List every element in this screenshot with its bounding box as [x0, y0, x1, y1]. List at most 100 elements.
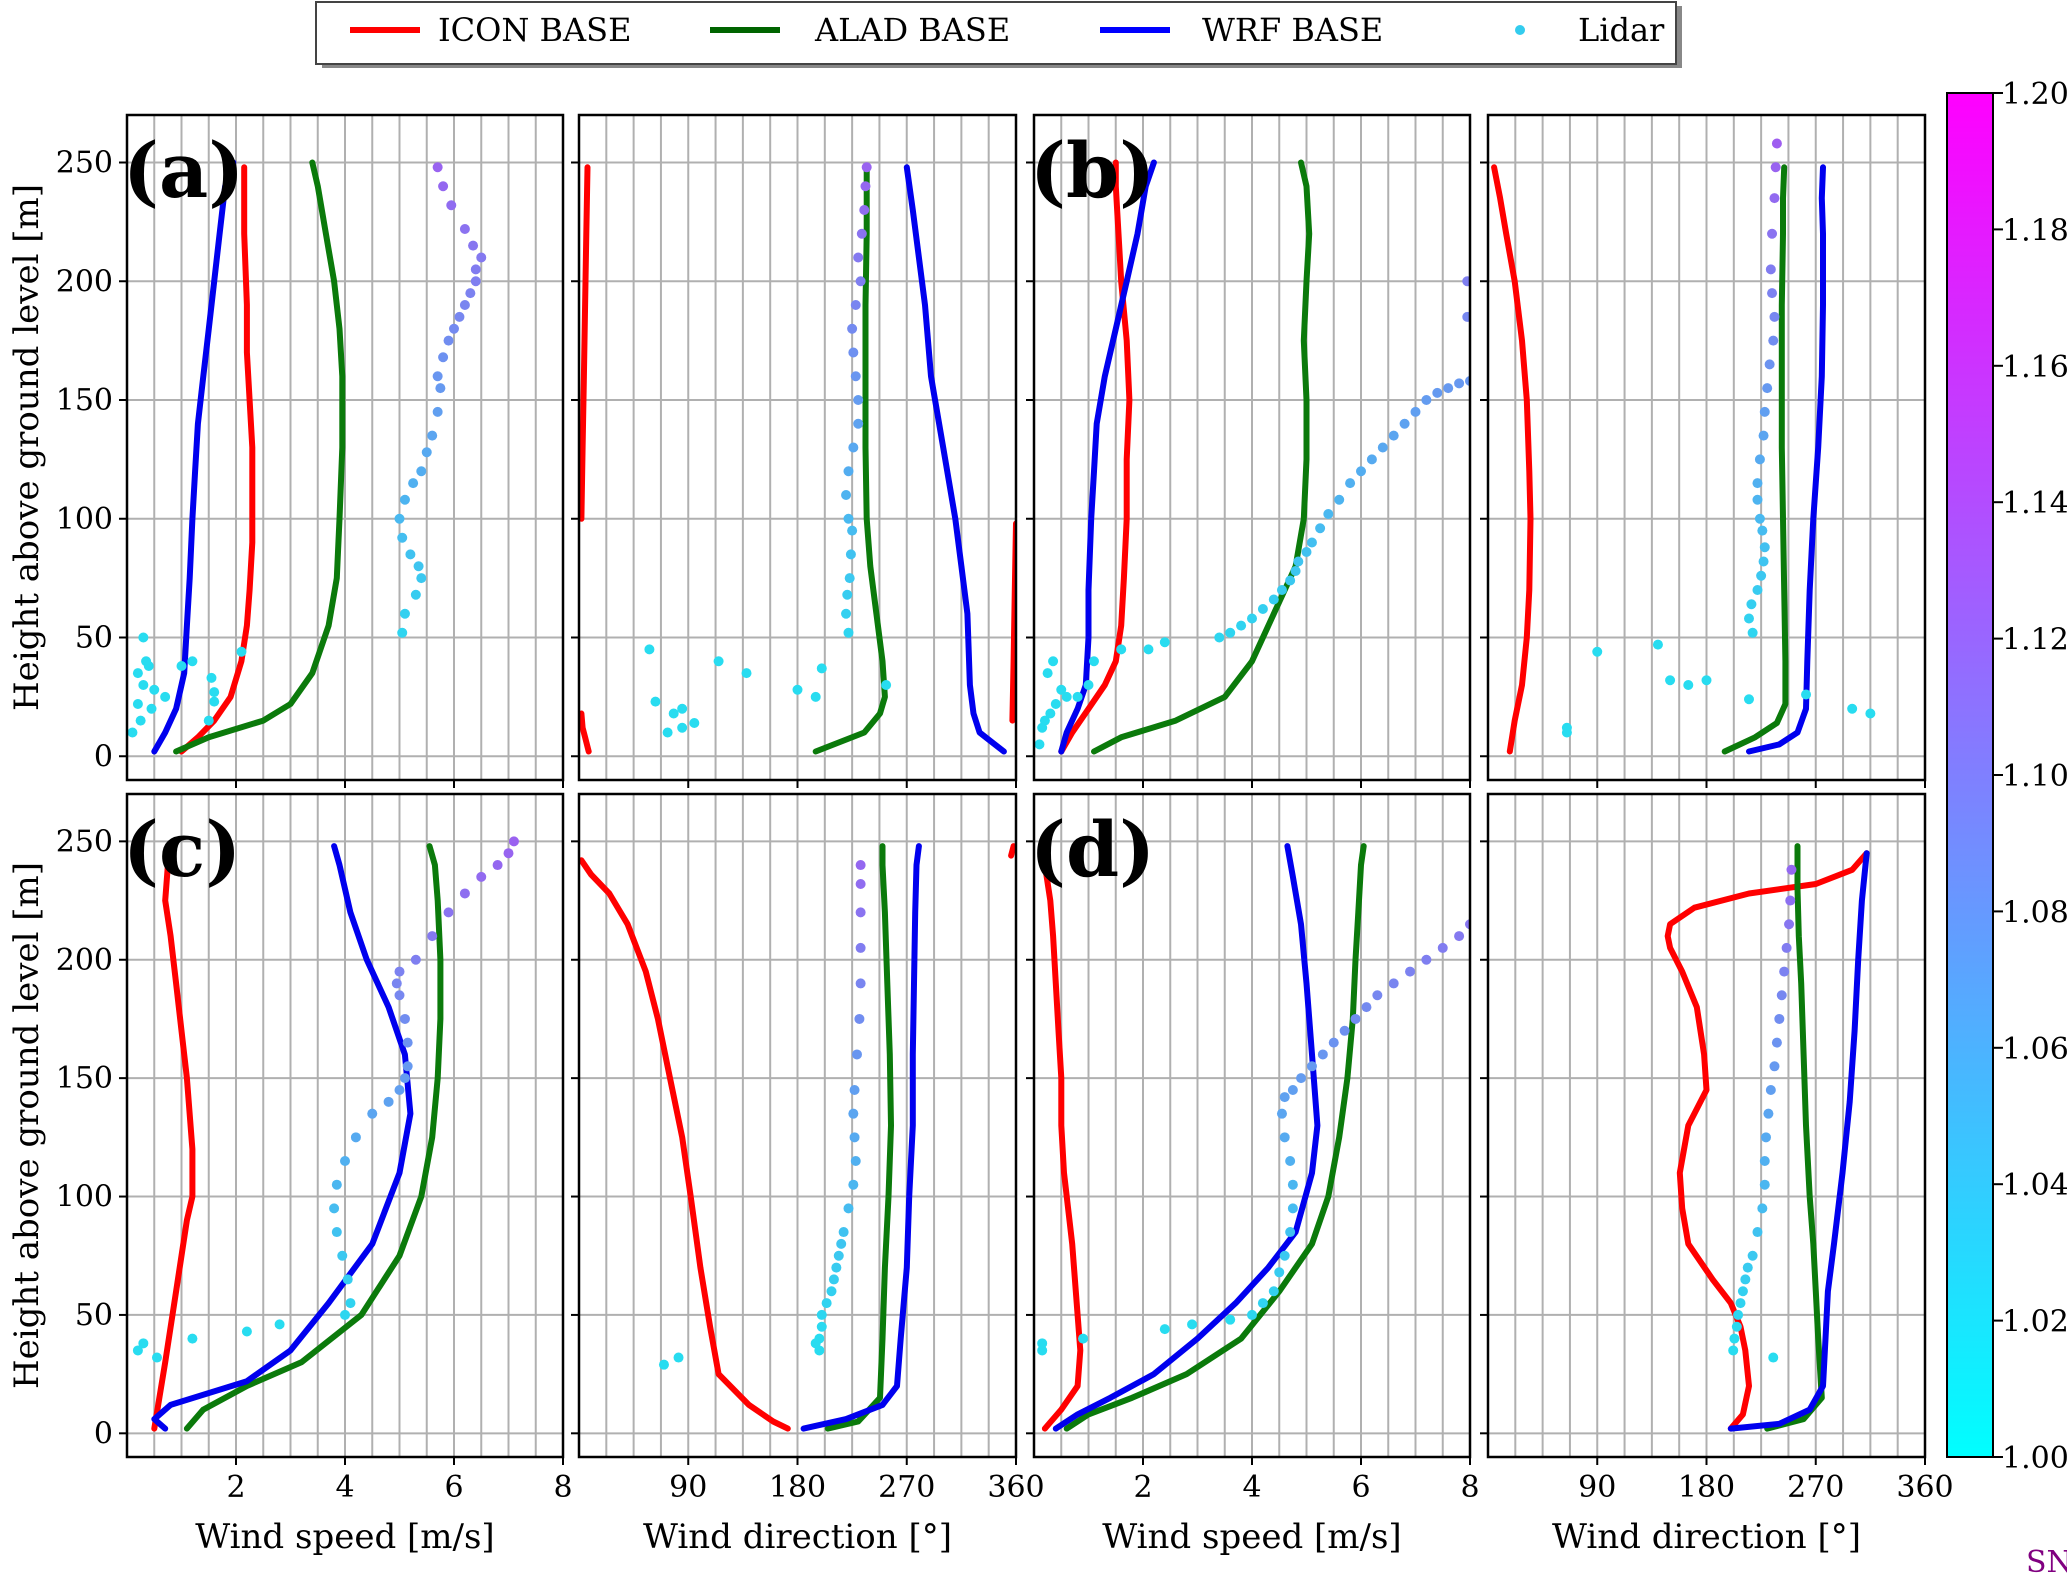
- lidar-profile-point: [854, 1013, 865, 1024]
- lidar-profile-point: [345, 1298, 356, 1309]
- colorbar-tick-label: 1.12: [2002, 623, 2067, 658]
- x-axis-label: Wind speed [m/s]: [1102, 1517, 1401, 1557]
- series-line-icon: [579, 164, 591, 522]
- lidar-point: [1050, 699, 1061, 709]
- lidar-profile-point: [432, 371, 443, 382]
- lidar-point: [1045, 708, 1056, 719]
- lidar-profile-point: [814, 1345, 825, 1356]
- lidar-point: [135, 715, 146, 726]
- lidar-profile-point: [331, 1227, 342, 1238]
- lidar-profile-point: [1454, 931, 1465, 942]
- colorbar-ticks: 1.00 1.02 1.04 1.06 1.08 1.10 1.12 1.14 1.16 1.18…: [1993, 77, 2067, 1476]
- lidar-profile-point: [1276, 1108, 1287, 1119]
- lidar-point: [132, 668, 143, 679]
- lidar-profile-point: [350, 1132, 361, 1143]
- lidar-profile-point: [1293, 556, 1304, 567]
- lidar-profile-point: [1737, 1286, 1748, 1297]
- series-line-wrf: [151, 843, 414, 1432]
- lidar-point: [1159, 637, 1170, 648]
- lidar-point: [650, 696, 661, 707]
- lidar-point: [668, 708, 679, 719]
- lidar-profile-point: [1257, 604, 1268, 614]
- lidar-profile-point: [855, 878, 866, 889]
- lidar-point: [1072, 691, 1083, 702]
- lidar-point: [1865, 708, 1876, 719]
- lidar-profile-point: [1328, 1037, 1339, 1048]
- series-line-wrf: [151, 159, 237, 755]
- lidar-profile-point: [1771, 138, 1782, 149]
- series-line-wrf: [1727, 850, 1870, 1432]
- lidar-profile-point: [1257, 1298, 1268, 1309]
- lidar-profile-point: [1767, 288, 1778, 299]
- lidar-point: [1743, 694, 1754, 705]
- lidar-profile-point: [1372, 990, 1383, 1001]
- lidar-profile-point: [427, 931, 438, 942]
- series-line-alad: [1063, 843, 1367, 1432]
- lidar-profile-point: [1770, 162, 1781, 173]
- lidar-profile-point: [421, 447, 432, 458]
- series-line-alad: [824, 843, 894, 1432]
- lidar-profile-point: [399, 494, 410, 505]
- x-tick-label: 90: [1578, 1470, 1616, 1505]
- lidar-profile-point: [383, 1096, 394, 1107]
- lidar-point: [1088, 656, 1099, 667]
- lidar-profile-point: [1728, 1345, 1739, 1356]
- lidar-profile-point: [1756, 570, 1767, 581]
- lidar-profile-point: [1405, 966, 1416, 977]
- series-line-wrf: [903, 164, 1007, 755]
- lidar-point: [792, 684, 803, 695]
- lidar-profile-point: [492, 860, 503, 871]
- lidar-profile-point: [1285, 1156, 1296, 1167]
- lidar-point: [1683, 680, 1694, 690]
- lidar-profile-point: [476, 871, 487, 882]
- lidar-point: [206, 672, 217, 683]
- colorbar-tick-label: 1.14: [2002, 486, 2067, 521]
- lidar-profile-point: [459, 224, 470, 234]
- lidar-profile-point: [1763, 1108, 1774, 1119]
- lidar-point: [810, 691, 821, 702]
- lidar-profile-point: [1742, 1262, 1753, 1273]
- lidar-profile-point: [340, 1309, 350, 1320]
- lidar-profile-point: [399, 608, 410, 619]
- lidar-profile-point: [1285, 575, 1296, 586]
- lidar-profile-point: [833, 1250, 844, 1261]
- lidar-point: [138, 680, 149, 690]
- lidar-profile-point: [1247, 613, 1257, 624]
- lidar-profile-point: [465, 288, 476, 299]
- lidar-profile-point: [443, 907, 454, 918]
- lidar-point: [203, 715, 214, 726]
- series-line-icon: [579, 857, 791, 1432]
- lidar-profile-point: [843, 513, 854, 524]
- plot-area: [1037, 843, 1470, 1432]
- lidar-profile-point: [1747, 627, 1758, 638]
- panel-c-direction: 90 180 270 360 Wind direction [°]: [571, 792, 1045, 1557]
- lidar-profile-point: [850, 300, 861, 310]
- lidar-profile-point: [844, 573, 855, 584]
- lidar-profile-point: [1462, 311, 1470, 322]
- lidar-profile-point: [831, 1262, 842, 1273]
- lidar-profile-point: [1758, 556, 1769, 567]
- lidar-profile-point: [1279, 1132, 1290, 1143]
- x-tick-label: 360: [1896, 1470, 1953, 1505]
- series-line-icon: [1008, 843, 1016, 859]
- colorbar: 1.00 1.02 1.04 1.06 1.08 1.10 1.12 1.14 1.16 1.18…: [1946, 77, 2067, 1578]
- lidar-profile-point: [847, 525, 858, 536]
- series-line-icon: [1039, 843, 1084, 1432]
- lidar-profile-point: [399, 1073, 410, 1084]
- y-tick-label: 200: [56, 943, 113, 978]
- lidar-profile-point: [432, 406, 443, 417]
- colorbar-tick-label: 1.06: [2002, 1032, 2067, 1067]
- lidar-profile-point: [1399, 418, 1410, 429]
- panel-label: (d): [1030, 805, 1155, 894]
- colorbar-tick-label: 1.02: [2002, 1305, 2067, 1340]
- x-tick-label: 2: [226, 1470, 245, 1505]
- x-tick-label: 6: [1351, 1470, 1370, 1505]
- lidar-profile-point: [1268, 1286, 1279, 1297]
- y-tick-label: 200: [56, 264, 113, 299]
- series-line-wrf: [800, 843, 922, 1432]
- lidar-point: [816, 663, 827, 674]
- lidar-profile-point: [1301, 547, 1312, 557]
- lidar-profile-point: [1287, 1179, 1298, 1190]
- lidar-profile-point: [855, 276, 866, 287]
- colorbar-tick-label: 1.00: [2002, 1441, 2067, 1476]
